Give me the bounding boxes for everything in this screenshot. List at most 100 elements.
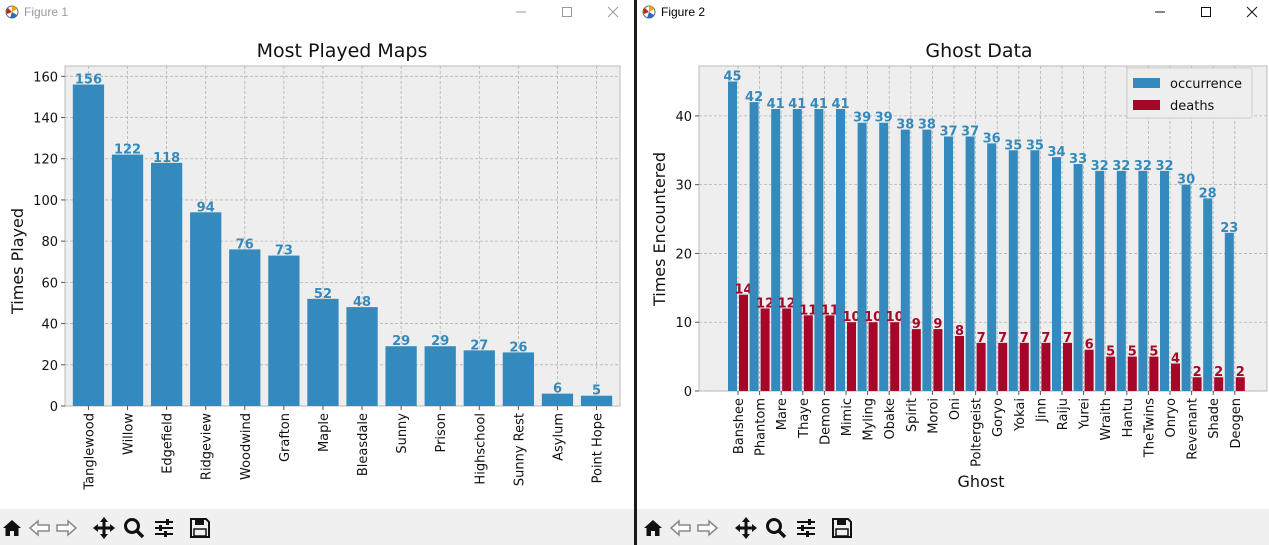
- back-icon: [29, 519, 50, 537]
- x-tick-label: Shade: [1207, 398, 1222, 439]
- forward-button[interactable]: [695, 517, 719, 539]
- navigation-toolbar: [637, 509, 1269, 545]
- bar-value-label: 156: [75, 73, 102, 88]
- bar: [424, 346, 456, 406]
- bar-deaths: [739, 294, 748, 391]
- bar: [111, 154, 144, 406]
- x-tick-label: Oni: [948, 398, 963, 420]
- bar-value-label-occurrence: 33: [1069, 152, 1087, 167]
- bar-value-label-deaths: 2: [1214, 365, 1223, 380]
- zoom-button[interactable]: [764, 517, 788, 539]
- bar-occurrence: [792, 108, 802, 392]
- x-tick-label: Sunny Rest: [512, 413, 527, 486]
- bar-value-label-deaths: 7: [1020, 331, 1029, 346]
- close-icon: [1246, 6, 1258, 18]
- bar-value-label-occurrence: 32: [1155, 159, 1173, 174]
- forward-button[interactable]: [54, 517, 78, 539]
- bar-value-label-occurrence: 42: [745, 90, 763, 105]
- minimize-icon: [516, 11, 526, 13]
- bar-occurrence: [944, 136, 953, 391]
- x-tick-label: Goryo: [991, 398, 1006, 437]
- bar-value-label-deaths: 7: [1041, 331, 1050, 346]
- bar-value-label-occurrence: 41: [788, 97, 806, 112]
- chart-title: Most Played Maps: [257, 40, 428, 62]
- save-button[interactable]: [830, 517, 854, 539]
- bar-occurrence: [836, 108, 845, 392]
- figure-1-window: Figure 1 Most Played Maps 156 122 118 94 76 7…: [0, 0, 634, 545]
- bar-value-label-deaths: 6: [1085, 338, 1094, 353]
- bar-value-label-deaths: 2: [1193, 365, 1202, 380]
- legend-label-occurrence: occurrence: [1170, 77, 1242, 92]
- bar-deaths: [1041, 342, 1051, 391]
- back-button[interactable]: [28, 517, 52, 539]
- configure-subplots-button[interactable]: [794, 517, 818, 539]
- home-icon: [3, 520, 21, 536]
- configure-subplots-icon: [797, 519, 815, 537]
- zoom-button[interactable]: [122, 517, 146, 539]
- legend-swatch-occurrence: [1133, 78, 1160, 88]
- bar-deaths: [825, 315, 835, 391]
- bar-occurrence: [1224, 232, 1234, 391]
- matplotlib-app-icon: [641, 4, 657, 20]
- x-tick-label: Raiju: [1056, 398, 1071, 430]
- maximize-button[interactable]: [1183, 0, 1229, 24]
- legend-label-deaths: deaths: [1170, 99, 1215, 114]
- bar-deaths: [868, 322, 878, 391]
- bar-occurrence: [965, 136, 975, 391]
- save-icon: [190, 518, 210, 538]
- save-button[interactable]: [188, 517, 212, 539]
- close-button[interactable]: [1229, 0, 1269, 24]
- bar-value-label-deaths: 5: [1106, 345, 1115, 360]
- minimize-button[interactable]: [498, 0, 544, 24]
- bar-deaths: [1192, 377, 1202, 391]
- bar-value-label-occurrence: 23: [1220, 221, 1238, 236]
- bar-occurrence: [1030, 150, 1040, 391]
- x-tick-label: Thaye: [797, 398, 812, 439]
- bar-occurrence: [1073, 164, 1083, 391]
- bar-value-label-occurrence: 39: [875, 111, 893, 126]
- maps-chart: Most Played Maps 156 122 118 94 76 73 52 48 29 29…: [8, 40, 621, 491]
- y-tick-label: 40: [41, 318, 58, 333]
- minimize-button[interactable]: [1137, 0, 1183, 24]
- bar-deaths: [1063, 342, 1072, 391]
- x-tick-label: Onryo: [1164, 398, 1179, 438]
- bar-value-label-occurrence: 32: [1091, 159, 1109, 174]
- bar-value-label-occurrence: 39: [853, 111, 871, 126]
- pan-button[interactable]: [734, 517, 758, 539]
- x-tick-label: Mimic: [840, 398, 855, 436]
- bar-value-label-occurrence: 37: [939, 125, 957, 140]
- y-tick-label: 100: [33, 194, 58, 209]
- bar-occurrence: [749, 102, 759, 391]
- x-tick-label: Deogen: [1229, 398, 1244, 448]
- bar-value-label: 29: [431, 334, 449, 349]
- close-button[interactable]: [590, 0, 636, 24]
- bar-occurrence: [1138, 170, 1148, 391]
- pan-button[interactable]: [92, 517, 116, 539]
- y-tick-label: 0: [50, 400, 58, 415]
- x-tick-label: Phantom: [754, 398, 769, 456]
- x-tick-label: Grafton: [278, 413, 293, 462]
- window-title: Figure 2: [661, 5, 706, 19]
- bar-deaths: [1235, 377, 1245, 391]
- bar-occurrence: [1116, 170, 1126, 391]
- bar-deaths: [976, 342, 986, 391]
- back-button[interactable]: [669, 517, 693, 539]
- x-tick-label: Spirit: [905, 398, 920, 432]
- maximize-button[interactable]: [544, 0, 590, 24]
- y-tick-label: 60: [41, 276, 58, 291]
- x-tick-label: Yurei: [1078, 398, 1093, 430]
- bar-value-label-occurrence: 32: [1134, 159, 1152, 174]
- bar-value-label: 122: [114, 143, 141, 158]
- bar-deaths: [1019, 342, 1029, 391]
- home-button[interactable]: [0, 517, 24, 539]
- x-tick-label: Poltergeist: [970, 398, 985, 467]
- bar-occurrence: [857, 122, 867, 391]
- bar-deaths: [803, 315, 813, 391]
- home-button[interactable]: [641, 517, 665, 539]
- bar-value-label-deaths: 10: [842, 310, 860, 325]
- x-tick-label: Moroi: [926, 398, 941, 434]
- chart-title: Ghost Data: [925, 40, 1032, 62]
- configure-subplots-button[interactable]: [152, 517, 176, 539]
- figure-2-titlebar: Figure 2: [637, 0, 1269, 24]
- y-tick-label: 20: [675, 247, 692, 262]
